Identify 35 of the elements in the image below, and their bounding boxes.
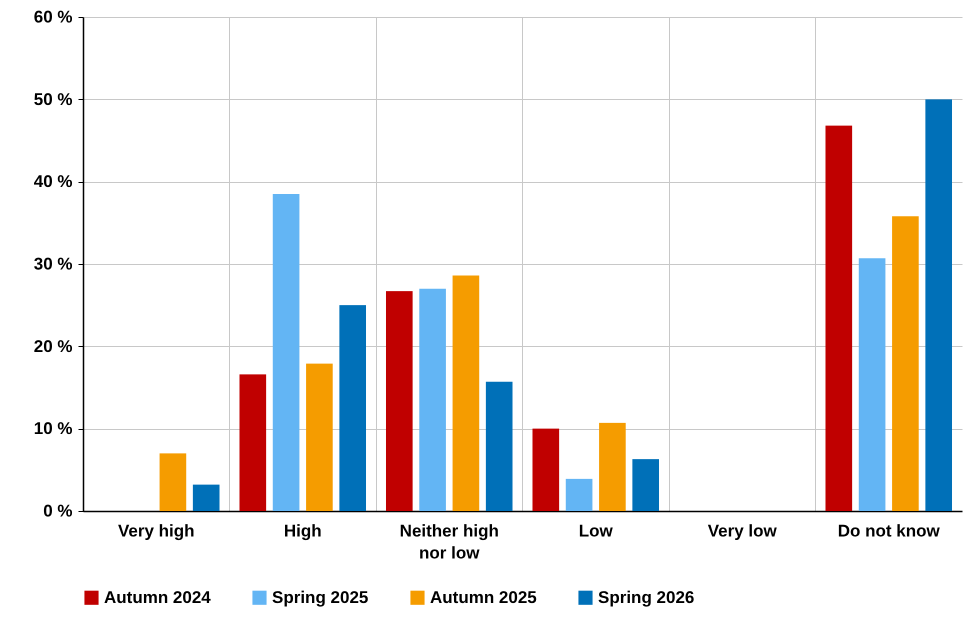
legend-label: Autumn 2024 xyxy=(104,588,212,607)
bar xyxy=(486,382,513,511)
y-tick-label: 30 % xyxy=(34,254,72,274)
bar xyxy=(192,484,220,511)
bar xyxy=(632,459,660,511)
legend-label: Spring 2026 xyxy=(598,588,694,607)
y-tick-label: 60 % xyxy=(34,8,72,26)
x-tick-label: Neither high nor low xyxy=(400,522,499,562)
bar xyxy=(532,428,560,511)
bar xyxy=(386,291,413,511)
bar xyxy=(160,453,186,511)
legend-label: Autumn 2025 xyxy=(430,588,537,607)
bar xyxy=(272,194,300,511)
bar xyxy=(825,126,852,511)
bar xyxy=(239,374,266,511)
bar xyxy=(452,276,480,511)
x-tick-label: Do not know xyxy=(838,522,941,540)
bar xyxy=(566,478,592,511)
bar xyxy=(339,305,366,511)
x-tick-label: Low xyxy=(578,522,614,540)
y-tick-label: 10 % xyxy=(34,419,72,438)
bar xyxy=(858,258,886,511)
bar xyxy=(892,216,919,511)
x-tick-label: High xyxy=(284,522,322,540)
y-tick-label: 0 % xyxy=(43,502,72,520)
bar xyxy=(925,99,952,511)
bar xyxy=(306,364,333,511)
x-tick-label: Very low xyxy=(708,522,778,540)
legend-label: Spring 2025 xyxy=(272,588,368,607)
y-tick-label: 40 % xyxy=(34,172,72,192)
y-tick-label: 50 % xyxy=(34,90,72,109)
bar xyxy=(419,288,446,511)
x-tick-label: Very high xyxy=(118,522,195,540)
y-tick-label: 20 % xyxy=(34,336,72,356)
bar xyxy=(599,422,626,511)
